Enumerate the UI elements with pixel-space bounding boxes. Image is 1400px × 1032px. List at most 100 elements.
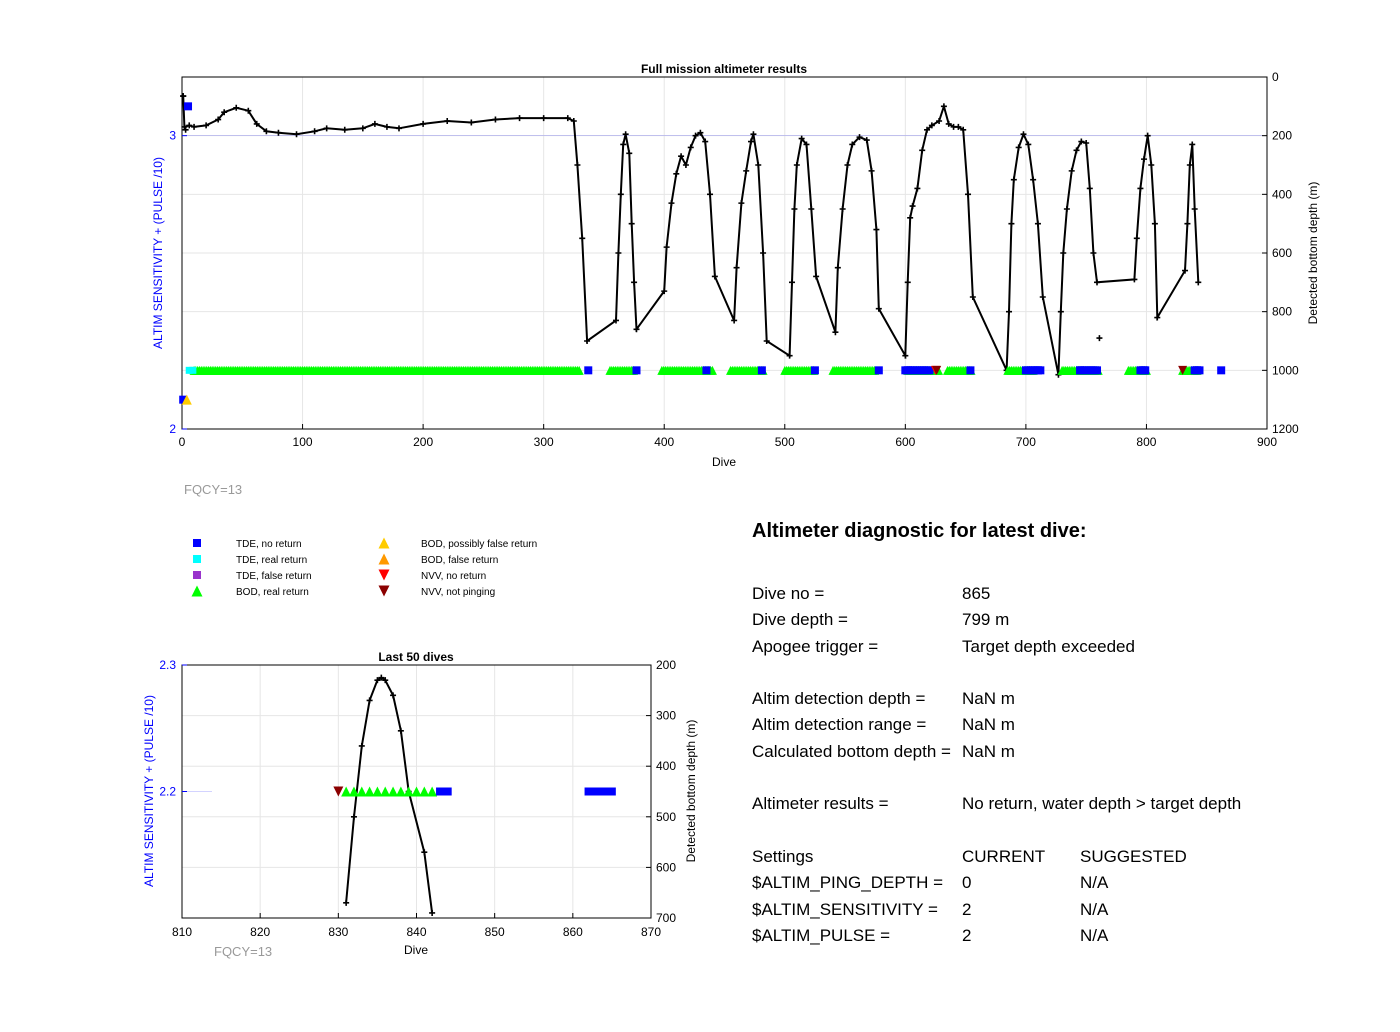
bottom-depth-point (663, 244, 670, 251)
bottom-depth-point (1060, 250, 1067, 256)
bottom-depth-point (743, 167, 750, 174)
tde-no-return-marker (757, 366, 766, 375)
bottom-depth-point (1144, 132, 1151, 139)
bottom-left-axis-label: ALTIM SENSITIVITY + (PULSE /10) (142, 695, 156, 887)
bottom-depth-point (203, 122, 210, 129)
apogee-value: Target depth exceeded (962, 636, 1135, 656)
dive-depth-value: 799 m (962, 610, 1010, 630)
bottom-depth-point (343, 899, 350, 906)
bottom-depth-point (711, 273, 718, 280)
bottom-depth-point (617, 191, 624, 198)
bottom-depth-point (622, 131, 629, 138)
bottom-depth-point (839, 206, 846, 212)
tde-no-return-marker (436, 787, 452, 796)
bottom-depth-point (789, 279, 796, 286)
bottom-depth-point (960, 126, 967, 133)
top-left-tick-label: 2 (169, 422, 176, 436)
tde-no-return-marker (966, 366, 975, 375)
legend-marker (193, 539, 201, 547)
tde-no-return-marker (874, 366, 883, 375)
bottom-x-tick-label: 840 (406, 925, 426, 939)
tde-no-return-marker (632, 366, 641, 375)
tde-real-return-marker (185, 366, 193, 374)
diagnostic-title: Altimeter diagnostic for latest dive: (752, 520, 1087, 542)
bottom-depth-point (396, 125, 402, 132)
bottom-depth-point (1189, 141, 1196, 148)
bottom-depth-point (875, 305, 882, 312)
bottom-depth-point (1094, 279, 1101, 286)
bottom-depth-point (668, 200, 675, 207)
bottom-depth-point (1141, 156, 1148, 163)
bottom-depth-point (429, 909, 436, 916)
suggested-header: SUGGESTED (1080, 846, 1187, 866)
bottom-depth-point (584, 338, 591, 344)
settings-header-row: Settings CURRENT SUGGESTED (752, 844, 1372, 870)
dive-no-row: Dive no = 865 (752, 581, 1372, 607)
legend-marker (193, 555, 201, 563)
bottom-depth-point (444, 118, 451, 124)
top-left-tick-label: 3 (169, 129, 176, 143)
bottom-depth-point (707, 191, 714, 198)
bottom-depth-point (755, 162, 762, 168)
bottom-depth-point (468, 119, 475, 126)
top-x-tick-label: 300 (534, 435, 554, 449)
legend-marker (378, 553, 390, 565)
bottom-depth-point (615, 250, 622, 256)
pulse-row: $ALTIM_PULSE = 2 N/A (752, 923, 1372, 949)
bottom-depth-point (245, 107, 252, 114)
tde-no-return-marker (1036, 366, 1045, 375)
bottom-depth-point (186, 122, 193, 129)
bottom-depth-point (661, 288, 668, 295)
bottom-depth-point (928, 122, 935, 129)
bottom-depth-point (924, 126, 931, 133)
last-50-dives-chart: 810 820 830 840 850 860 870 200 300 400 500 600 700 2… (142, 650, 698, 959)
bottom-depth-point (687, 144, 694, 151)
top-ticks: 0 100 200 300 400 500 600 700 800 900 0 200 400 600 80… (169, 70, 1299, 449)
bod-real-return-marker (388, 786, 399, 797)
top-right-tick-label: 1000 (1272, 363, 1299, 377)
bod-real-return-marker (372, 786, 383, 797)
bottom-depth-point (914, 185, 921, 192)
bod-real-return-marker (411, 786, 422, 797)
bottom-depth-track (182, 96, 1200, 375)
bottom-depth-point (323, 125, 330, 132)
diagnostic-panel: Altimeter diagnostic for latest dive: Di… (752, 520, 1372, 949)
dive-no-label: Dive no = (752, 584, 825, 603)
bottom-depth-point (873, 226, 880, 233)
top-x-tick-label: 400 (654, 435, 674, 449)
bottom-left-tick-label: 2.2 (159, 785, 176, 799)
bottom-depth-point (613, 317, 619, 324)
bottom-depth-point (1030, 176, 1037, 183)
bod-real-return-marker (395, 786, 406, 797)
top-x-tick-label: 600 (895, 435, 915, 449)
bottom-depth-point (965, 191, 972, 198)
bottom-depth-point (1148, 162, 1155, 168)
bottom-depth-point (1020, 131, 1027, 138)
bottom-depth-point (263, 128, 270, 135)
bottom-depth-point (1078, 138, 1085, 145)
pulse-current: 2 (962, 925, 972, 945)
bottom-depth-point (832, 329, 839, 336)
bottom-depth-point (902, 352, 909, 359)
bottom-right-tick-label: 200 (656, 658, 676, 672)
apogee-label: Apogee trigger = (752, 636, 879, 656)
bottom-depth-point (907, 214, 914, 221)
bottom-depth-point (628, 220, 635, 227)
bottom-ticks: 810 820 830 840 850 860 870 200 300 400 500 600 700 2… (159, 658, 676, 939)
bod-real-return-marker (341, 786, 352, 797)
bottom-depth-point (1151, 220, 1158, 227)
bottom-depth-point (844, 162, 851, 168)
tde-no-return-marker (1141, 366, 1150, 375)
bottom-depth-point (191, 123, 198, 130)
bottom-depth-point (697, 129, 704, 136)
bottom-depth-point (1133, 235, 1140, 242)
bottom-depth-point (868, 167, 875, 174)
bottom-depth-point (798, 135, 805, 142)
tde-no-return-marker (1217, 366, 1226, 375)
bottom-depth-point (945, 120, 952, 127)
bottom-depth-point (574, 162, 581, 168)
altim-detection-depth-label: Altim detection depth = (752, 689, 926, 709)
bottom-right-tick-label: 500 (656, 810, 676, 824)
bottom-depth-point (856, 134, 863, 141)
bottom-right-tick-label: 700 (656, 911, 676, 925)
